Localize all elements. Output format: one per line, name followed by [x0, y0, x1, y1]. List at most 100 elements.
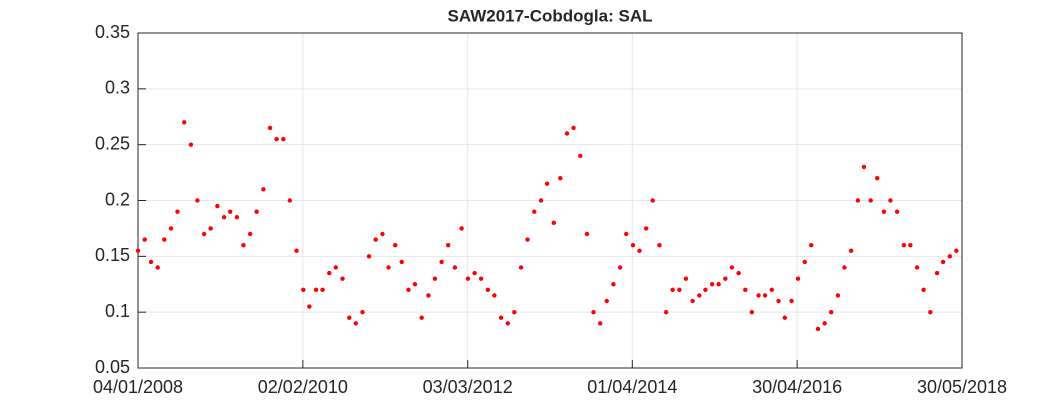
data-point [261, 187, 266, 192]
data-point [709, 282, 715, 287]
data-point [234, 215, 240, 220]
data-point [366, 254, 372, 259]
data-point [802, 259, 807, 265]
data-point [518, 265, 524, 270]
data-point [432, 276, 438, 281]
data-point [617, 265, 623, 270]
data-point [419, 315, 424, 320]
data-point [888, 198, 893, 203]
data-point [181, 120, 187, 125]
data-point [868, 198, 873, 203]
y-tick-label: 0.3 [105, 78, 130, 98]
data-point [281, 136, 286, 142]
data-point [485, 287, 491, 293]
data-point [162, 237, 167, 242]
data-point [544, 181, 550, 186]
data-point [327, 270, 332, 276]
data-point [247, 231, 253, 237]
data-point [723, 276, 728, 281]
data-point [538, 198, 544, 203]
y-tick-label: 0.05 [95, 357, 130, 377]
data-point [776, 298, 781, 304]
y-tick-label: 0.15 [95, 245, 130, 265]
data-point [313, 287, 319, 293]
x-tick-label: 04/01/2008 [93, 377, 183, 397]
data-point [584, 231, 590, 237]
data-point [578, 153, 583, 159]
data-point [201, 231, 207, 237]
data-point [459, 226, 464, 231]
data-point [215, 203, 220, 209]
data-point [663, 309, 669, 315]
data-point [683, 276, 689, 281]
data-point [360, 309, 365, 315]
data-point [353, 321, 358, 326]
data-point [697, 293, 702, 298]
data-point [848, 248, 854, 253]
data-point [630, 242, 636, 248]
data-point [809, 242, 814, 248]
data-point [439, 259, 444, 265]
data-point [881, 209, 887, 214]
data-point [426, 293, 431, 298]
data-point [829, 309, 834, 315]
data-point [789, 298, 794, 304]
x-tick-label: 30/05/2018 [917, 377, 1007, 397]
data-point [241, 242, 246, 248]
data-point [921, 287, 926, 293]
y-tick-label: 0.2 [105, 189, 130, 209]
data-point [611, 282, 616, 287]
data-point [175, 209, 180, 214]
data-point [571, 125, 576, 131]
data-point [294, 248, 299, 253]
data-point [445, 242, 451, 248]
x-tick-label: 03/03/2012 [423, 377, 513, 397]
data-point [412, 282, 418, 287]
y-tick-label: 0.1 [105, 301, 130, 321]
data-point [227, 209, 233, 214]
data-point [928, 309, 933, 315]
data-point [472, 270, 477, 276]
data-point [188, 142, 194, 147]
data-point [148, 259, 154, 265]
data-point [208, 226, 213, 231]
data-point [399, 259, 404, 265]
data-point [914, 265, 920, 270]
data-point [749, 309, 755, 315]
data-point [551, 220, 556, 226]
data-point [657, 242, 662, 248]
plot-frame [137, 32, 963, 369]
data-point [716, 282, 721, 287]
data-point [637, 248, 642, 253]
x-tick-label: 02/02/2010 [258, 377, 348, 397]
data-point [954, 248, 959, 253]
data-point [624, 231, 629, 237]
data-point [940, 259, 946, 265]
data-point [142, 237, 147, 242]
data-point [155, 265, 160, 270]
data-point [254, 209, 259, 214]
data-point [340, 276, 345, 281]
data-point [492, 293, 497, 298]
data-point [505, 321, 511, 326]
data-point [756, 293, 761, 298]
data-point [908, 242, 913, 248]
data-point [274, 136, 279, 142]
data-point [736, 270, 741, 276]
data-point [168, 226, 174, 231]
data-point [591, 309, 596, 315]
data-point [815, 326, 821, 332]
data-point [743, 287, 748, 293]
data-point [287, 198, 293, 203]
data-point [762, 293, 768, 298]
data-point [855, 198, 861, 203]
data-point [947, 254, 953, 259]
data-point [301, 287, 306, 293]
data-point [558, 175, 563, 181]
data-point [512, 309, 517, 315]
data-point [195, 198, 200, 203]
data-point [769, 287, 774, 293]
y-tick-label: 0.35 [95, 22, 130, 42]
data-point [498, 315, 504, 320]
